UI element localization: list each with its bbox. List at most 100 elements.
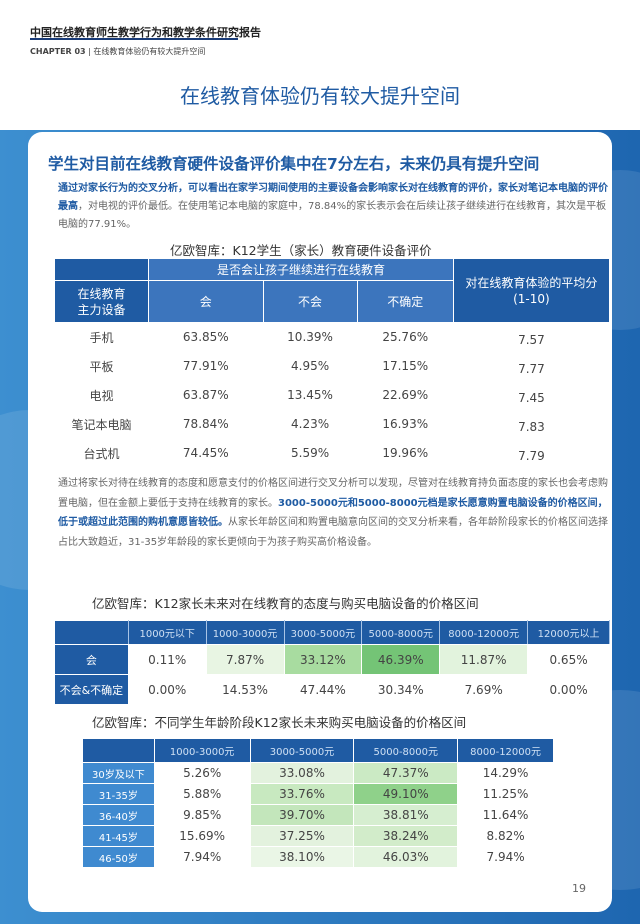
table-cell: 7.87% [205, 644, 285, 675]
table-cell: 74.45% [148, 438, 264, 468]
table-cell: 38.10% [249, 846, 355, 868]
table-cell: 0.00% [527, 674, 610, 705]
table-cell: 7.94% [153, 846, 251, 868]
table-cell: 17.15% [356, 351, 454, 381]
table-row: 46-50岁 7.94% 38.10% 46.03% 7.94% [82, 846, 554, 868]
table-cell: 5.26% [153, 762, 251, 784]
device-label: 笔记本电脑 [53, 409, 150, 439]
table-cell: 7.69% [439, 674, 529, 705]
table-cell: 33.12% [283, 644, 363, 675]
page-title: 在线教育体验仍有较大提升空间 [180, 84, 460, 108]
table-cell: 77.91% [148, 351, 264, 381]
table-cell: 78.84% [148, 409, 264, 439]
table-cell: 37.25% [249, 825, 355, 847]
table-cell: 4.23% [262, 409, 358, 439]
col-header: 5000-8000元 [353, 738, 459, 763]
table-cell: 19.96% [356, 438, 454, 468]
score-cell: 7.77 [452, 351, 611, 381]
group-header: 是否会让孩子继续进行在线教育 [148, 258, 454, 281]
corner-cell [82, 738, 155, 763]
table-row: 41-45岁 15.69% 37.25% 38.24% 8.82% [82, 825, 554, 847]
table-cell: 11.25% [457, 783, 554, 805]
chapter-separator: | [88, 47, 91, 56]
score-cell: 7.83 [452, 409, 611, 439]
table-cell: 47.44% [283, 674, 363, 705]
score-header: 对在线教育体验的平均分 (1-10) [452, 258, 611, 323]
corner-cell [54, 620, 129, 645]
row-label: 36-40岁 [82, 804, 155, 826]
table-row: 30岁及以下 5.26% 33.08% 47.37% 14.29% [82, 762, 554, 784]
attitude-price-table: 1000元以下 1000-3000元 3000-5000元 5000-8000元… [54, 620, 610, 705]
intro-highlight: 通过对家长行为的交叉分析，可以看出在家学习期间使用的主要设备会影响家长对在线教育… [58, 183, 608, 212]
table-row: 会 0.11% 7.87% 33.12% 46.39% 11.87% 0.65% [54, 644, 610, 675]
table-cell: 5.88% [153, 783, 251, 805]
col-header: 1000-3000元 [153, 738, 251, 763]
row-header: 在线教育 主力设备 [53, 280, 150, 323]
table-cell: 25.76% [356, 322, 454, 352]
analysis-part1: 通过将家长对待在线教育的态度和愿意支付的价格区间进行交叉分析可以发现，尽管对在线… [58, 478, 608, 509]
table-row: 31-35岁 5.88% 33.76% 49.10% 11.25% [82, 783, 554, 805]
row-label: 46-50岁 [82, 846, 155, 868]
table-cell: 33.08% [249, 762, 355, 784]
table-cell: 10.39% [262, 322, 358, 352]
col-header: 会 [148, 280, 264, 323]
device-label: 手机 [53, 322, 150, 352]
chapter-number: CHAPTER 03 [30, 47, 86, 56]
table-cell: 15.69% [153, 825, 251, 847]
table-cell: 11.64% [457, 804, 554, 826]
device-label: 平板 [53, 351, 150, 381]
table-cell: 0.11% [127, 644, 207, 675]
analysis-paragraph: 通过将家长对待在线教育的态度和愿意支付的价格区间进行交叉分析可以发现，尽管对在线… [58, 474, 610, 552]
report-title: 中国在线教育师生教学行为和教学条件研究报告 [30, 26, 261, 39]
table-cell: 22.69% [356, 380, 454, 410]
table-cell: 9.85% [153, 804, 251, 826]
header-rule [30, 38, 238, 40]
table-cell: 38.81% [353, 804, 459, 826]
row-label: 30岁及以下 [82, 762, 155, 784]
table-cell: 16.93% [356, 409, 454, 439]
page-number: 19 [572, 882, 586, 895]
col-header: 3000-5000元 [283, 620, 363, 645]
table-cell: 63.85% [148, 322, 264, 352]
report-header: 中国在线教育师生教学行为和教学条件研究报告 CHAPTER 03 | 在线教育体… [30, 24, 630, 57]
score-cell: 7.79 [452, 438, 611, 468]
col-header: 1000元以下 [127, 620, 207, 645]
chapter-line: CHAPTER 03 | 在线教育体验仍有较大提升空间 [30, 46, 630, 57]
table-cell: 14.29% [457, 762, 554, 784]
row-label: 不会&不确定 [54, 674, 129, 705]
table-cell: 63.87% [148, 380, 264, 410]
col-header: 3000-5000元 [249, 738, 355, 763]
score-cell: 7.57 [452, 322, 611, 352]
chapter-title: 在线教育体验仍有较大提升空间 [93, 47, 206, 56]
table-cell: 5.59% [262, 438, 358, 468]
table-row: 平板 77.91% 4.95% 17.15% 7.77 [53, 351, 611, 381]
section-subtitle: 学生对目前在线教育硬件设备评价集中在7分左右，未来仍具有提升空间 [48, 155, 540, 173]
table-cell: 46.39% [361, 644, 441, 675]
table-cell: 30.34% [361, 674, 441, 705]
intro-paragraph: 通过对家长行为的交叉分析，可以看出在家学习期间使用的主要设备会影响家长对在线教育… [58, 180, 608, 234]
table-cell: 13.45% [262, 380, 358, 410]
device-evaluation-table: 是否会让孩子继续进行在线教育 对在线教育体验的平均分 (1-10) 在线教育 主… [53, 258, 611, 468]
intro-rest: ，对电视的评价最低。在使用笔记本电脑的家庭中，78.84%的家长表示会在后续让孩… [58, 201, 607, 230]
table-row: 笔记本电脑 78.84% 4.23% 16.93% 7.83 [53, 409, 611, 439]
col-header: 12000元以上 [527, 620, 610, 645]
col-header: 不确定 [356, 280, 454, 323]
col-header: 1000-3000元 [205, 620, 285, 645]
row-label: 会 [54, 644, 129, 675]
age-price-table: 1000-3000元 3000-5000元 5000-8000元 8000-12… [82, 738, 554, 868]
table-cell: 8.82% [457, 825, 554, 847]
table-cell: 38.24% [353, 825, 459, 847]
row-label: 31-35岁 [82, 783, 155, 805]
col-header: 8000-12000元 [439, 620, 529, 645]
table-cell: 49.10% [353, 783, 459, 805]
table-row: 手机 63.85% 10.39% 25.76% 7.57 [53, 322, 611, 352]
table2-caption: 亿欧智库：K12家长未来对在线教育的态度与购买电脑设备的价格区间 [92, 596, 479, 611]
table-row: 电视 63.87% 13.45% 22.69% 7.45 [53, 380, 611, 410]
table-cell: 4.95% [262, 351, 358, 381]
analysis-part2: 从家长年龄区间和购置电脑意向区间的交叉分析来看，各年龄阶段家长的价格区间选择占比… [58, 517, 608, 548]
table-cell: 7.94% [457, 846, 554, 868]
corner-cell [53, 258, 150, 281]
analysis-highlight: 3000-5000元和5000-8000元档是家长愿意购置电脑设备的价格区间，低… [58, 497, 608, 529]
table-cell: 11.87% [439, 644, 529, 675]
table1-caption: 亿欧智库：K12学生（家长）教育硬件设备评价 [170, 243, 432, 258]
